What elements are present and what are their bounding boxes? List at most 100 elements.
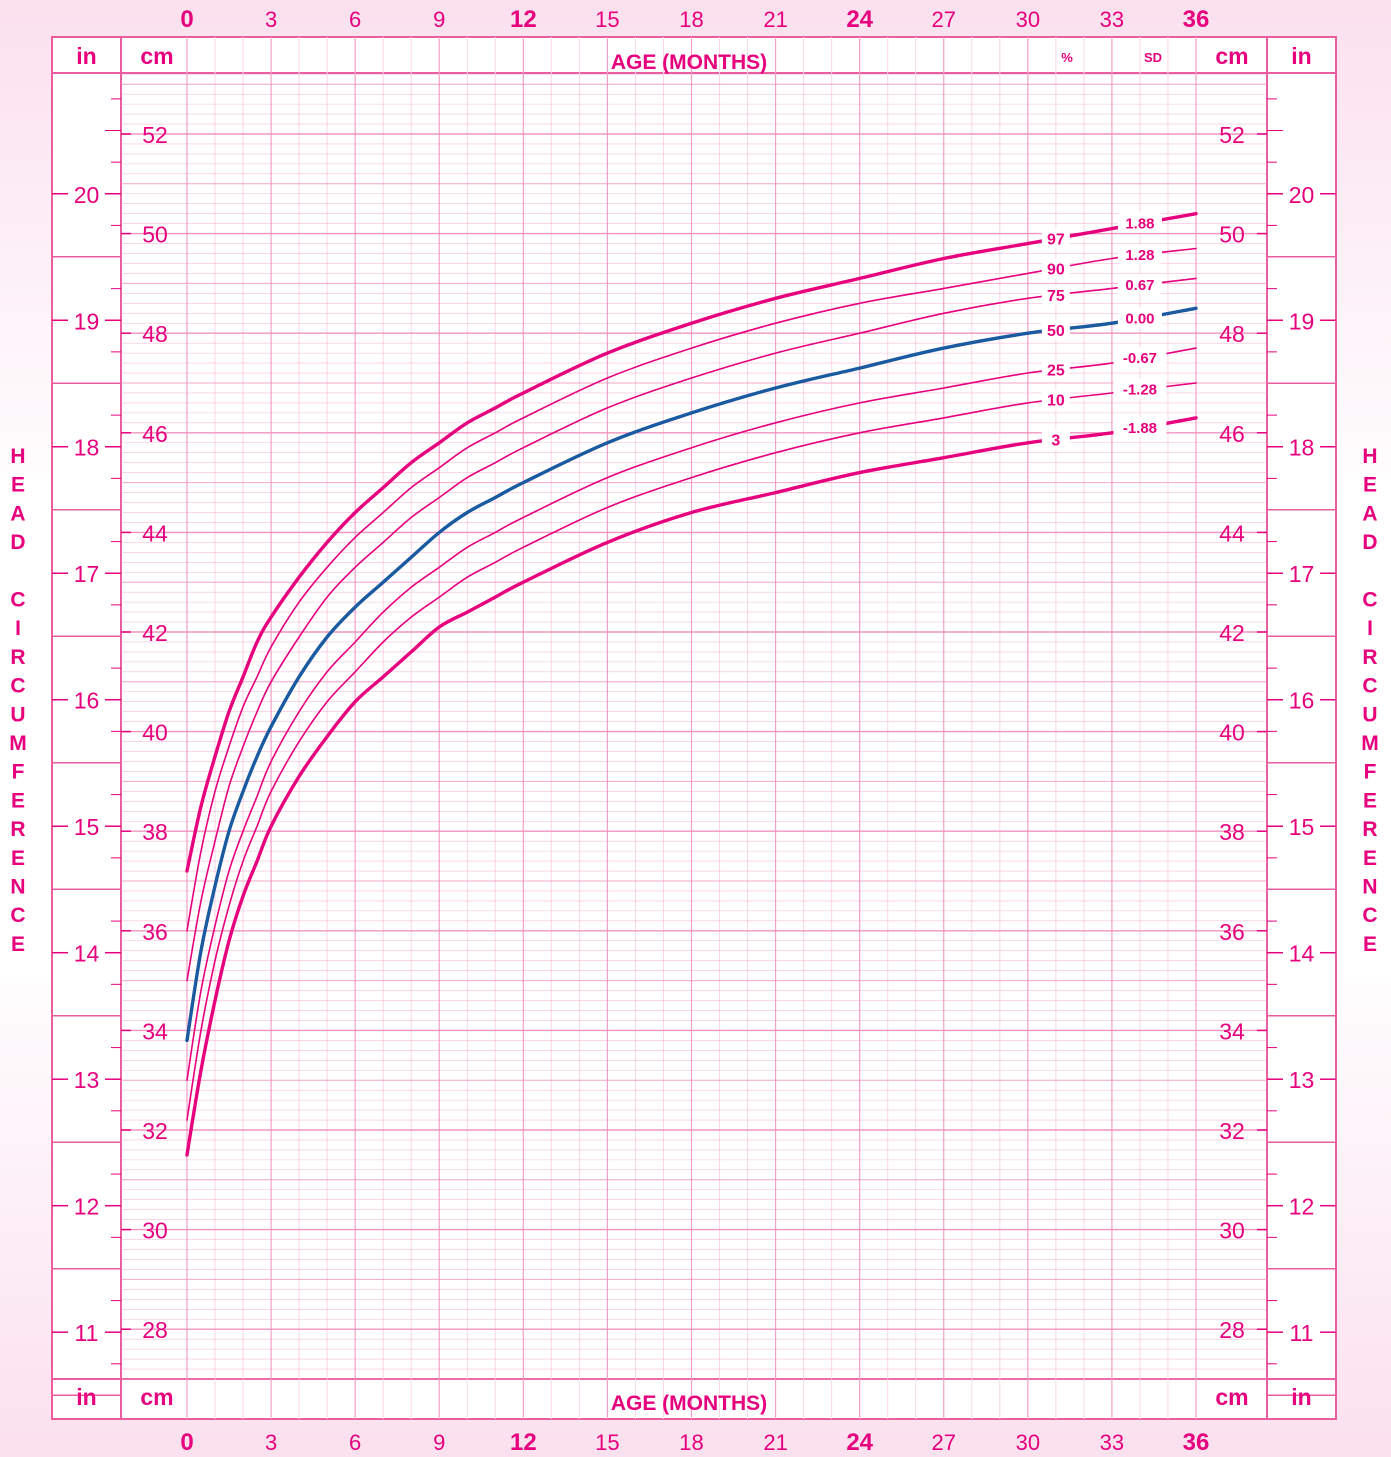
- y-tick-label-cm-right: 50: [1219, 222, 1245, 248]
- y-tick-label-in-right: 11: [1290, 1320, 1314, 1346]
- x-tick-label-bottom: 24: [846, 1429, 873, 1456]
- y-axis-title-right: N: [1362, 876, 1377, 899]
- sd-header: SD: [1144, 50, 1162, 65]
- y-axis-title-right: C: [1362, 675, 1377, 698]
- outer-border: [51, 36, 1337, 1420]
- header-cm-left: cm: [140, 43, 173, 69]
- y-tick-label-cm-right: 32: [1219, 1118, 1245, 1144]
- sd-label-10: -1.28: [1123, 382, 1157, 399]
- left-inch-column: [52, 37, 121, 1419]
- chart-frame: [51, 36, 1337, 1420]
- y-axis-title-right: E: [1363, 789, 1377, 812]
- y-tick-label-in-right: 20: [1289, 182, 1315, 208]
- y-axis-title-left: A: [10, 502, 25, 525]
- sd-label-bg: [1113, 378, 1167, 399]
- x-tick-label-bottom: 9: [433, 1430, 445, 1455]
- x-tick-label-top: 0: [180, 6, 193, 33]
- percentile-header: %: [1061, 50, 1073, 65]
- y-tick-label-in-left: 14: [74, 941, 100, 967]
- percentile-label-bg: [1041, 389, 1070, 410]
- y-axis-title-right: R: [1362, 818, 1377, 841]
- x-tick-label-bottom: 3: [265, 1430, 277, 1455]
- y-axis-title-left: C: [10, 904, 25, 927]
- x-tick-label-top: 15: [595, 7, 619, 32]
- percentile-label-bg: [1041, 258, 1070, 279]
- y-tick-label-cm-left: 38: [142, 819, 168, 845]
- x-tick-label-top: 33: [1100, 7, 1124, 32]
- percentile-label-50: 50: [1047, 323, 1065, 340]
- y-tick-label-cm-left: 30: [142, 1218, 168, 1244]
- percentile-label-10: 10: [1047, 393, 1065, 410]
- y-axis-title-left: N: [10, 876, 25, 899]
- y-tick-label-cm-right: 48: [1219, 321, 1245, 347]
- y-axis-title-right: M: [1361, 732, 1379, 755]
- percentile-curves: [185, 212, 1198, 1157]
- percentile-label-bg: [1041, 429, 1070, 450]
- sd-label-90: 1.28: [1125, 247, 1154, 264]
- y-axis-title-left: E: [11, 789, 25, 812]
- y-axis-title-left: D: [10, 531, 25, 554]
- x-tick-label-bottom: 0: [180, 1429, 193, 1456]
- y-axis-title-right: U: [1362, 703, 1377, 726]
- y-tick-label-cm-left: 36: [142, 919, 168, 945]
- percentile-label-75: 75: [1047, 288, 1065, 305]
- header-in-left: in: [76, 43, 96, 69]
- x-tick-label-top: 6: [349, 7, 361, 32]
- y-tick-label-cm-left: 46: [142, 421, 168, 447]
- percentile-curve-10: [186, 382, 1197, 1121]
- y-axis-title-right: I: [1367, 617, 1373, 640]
- x-tick-label-bottom: 6: [349, 1430, 361, 1455]
- y-axis-title-right: H: [1362, 445, 1377, 468]
- y-tick-label-cm-left: 44: [142, 520, 168, 546]
- y-axis-title-right: C: [1362, 589, 1377, 612]
- percentile-curve-50: [185, 306, 1198, 1043]
- header-in-right: in: [1291, 43, 1311, 69]
- y-tick-label-cm-right: 46: [1219, 421, 1245, 447]
- x-tick-label-top: 30: [1016, 7, 1040, 32]
- x-tick-label-bottom: 18: [679, 1430, 703, 1455]
- y-tick-label-in-right: 12: [1289, 1194, 1315, 1220]
- y-axis-title-right: R: [1362, 646, 1377, 669]
- x-tick-label-top: 9: [433, 7, 445, 32]
- y-axis-title-right: E: [1363, 847, 1377, 870]
- x-tick-label-bottom: 27: [932, 1430, 956, 1455]
- y-axis-title-left: E: [11, 474, 25, 497]
- y-tick-label-cm-left: 28: [142, 1317, 168, 1343]
- sd-label-bg: [1117, 274, 1162, 295]
- y-axis-title-left: R: [10, 818, 25, 841]
- percentile-label-90: 90: [1047, 261, 1065, 278]
- percentile-curve-25: [186, 347, 1197, 1081]
- x-tick-label-top: 12: [510, 6, 537, 33]
- footer-in-left: in: [76, 1384, 96, 1410]
- y-tick-label-in-left: 13: [74, 1067, 100, 1093]
- y-tick-label-cm-right: 28: [1219, 1317, 1245, 1343]
- y-tick-label-cm-left: 34: [142, 1018, 168, 1044]
- sd-label-50: 0.00: [1125, 310, 1154, 327]
- x-tick-label-bottom: 12: [510, 1429, 537, 1456]
- y-axis-title-right: E: [1363, 933, 1377, 956]
- sd-label-97: 1.88: [1125, 216, 1154, 233]
- right-inch-column: [1267, 37, 1336, 1419]
- x-tick-label-top: 18: [679, 7, 703, 32]
- y-tick-label-in-left: 12: [74, 1194, 100, 1220]
- chart-panel: [52, 37, 1336, 1419]
- sd-label-bg: [1117, 244, 1162, 265]
- x-tick-label-top: 21: [763, 7, 787, 32]
- percentile-label-97: 97: [1047, 232, 1065, 249]
- y-tick-label-cm-left: 52: [142, 122, 168, 148]
- y-tick-label-cm-left: 32: [142, 1118, 168, 1144]
- x-tick-label-top: 27: [932, 7, 956, 32]
- y-tick-label-cm-left: 48: [142, 321, 168, 347]
- x-tick-label-bottom: 30: [1016, 1430, 1040, 1455]
- sd-label-75: 0.67: [1125, 277, 1154, 294]
- y-axis-title-left: U: [10, 703, 25, 726]
- y-tick-label-in-left: 19: [74, 308, 100, 334]
- sd-label-3: -1.88: [1123, 420, 1157, 437]
- y-axis-title-right: A: [1362, 502, 1377, 525]
- footer-cm-left: cm: [140, 1384, 173, 1410]
- y-axis-title-right: F: [1364, 761, 1377, 784]
- percentile-label-bg: [1041, 228, 1070, 249]
- y-axis-title-left: E: [11, 933, 25, 956]
